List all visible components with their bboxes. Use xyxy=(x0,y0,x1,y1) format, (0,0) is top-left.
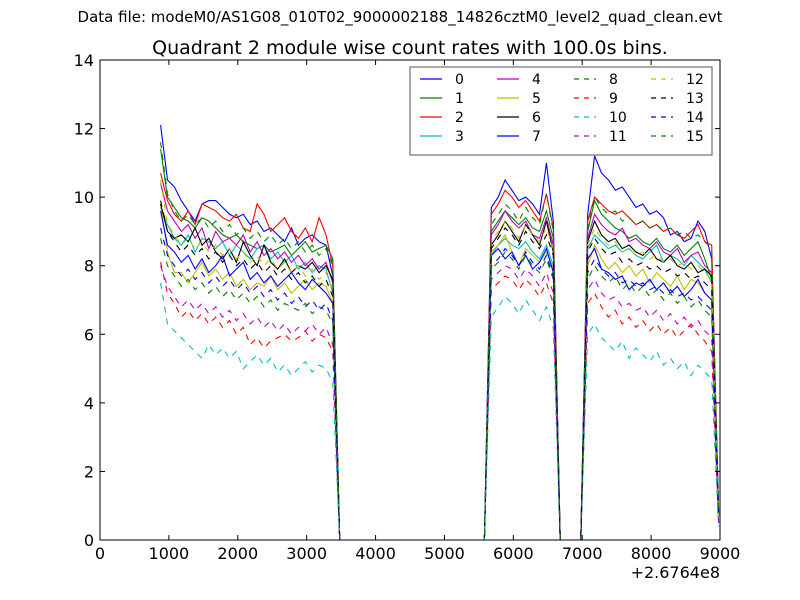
y-tick-label: 6 xyxy=(84,325,94,344)
x-offset-label: +2.6764e8 xyxy=(631,563,720,582)
legend-box xyxy=(409,66,713,156)
legend-label-2: 2 xyxy=(455,110,464,126)
y-tick-label: 4 xyxy=(84,394,94,413)
legend-label-5: 5 xyxy=(532,91,541,107)
figure-suptitle: Data file: modeM0/AS1G08_010T02_90000021… xyxy=(77,8,723,26)
x-tick-label: 7000 xyxy=(562,544,603,563)
y-tick-label: 12 xyxy=(74,120,94,139)
legend-label-3: 3 xyxy=(455,129,464,145)
plot-lines xyxy=(160,125,720,541)
legend-label-9: 9 xyxy=(609,91,618,107)
x-tick-label: 0 xyxy=(95,544,105,563)
series-line-13 xyxy=(160,200,720,541)
series-line-15 xyxy=(160,142,720,541)
axis-ticks: 0 1000 2000 3000 4000 5000 6000 7000 8000 9000 0 2 4… xyxy=(74,51,741,563)
x-tick-label: 2000 xyxy=(217,544,258,563)
x-tick-label: 8000 xyxy=(631,544,672,563)
axes-frame xyxy=(99,59,721,541)
legend-label-4: 4 xyxy=(532,72,541,88)
x-tick-label: 3000 xyxy=(286,544,327,563)
legend-label-8: 8 xyxy=(609,72,618,88)
series-line-11 xyxy=(160,265,720,541)
series-line-9 xyxy=(160,262,720,541)
legend-label-10: 10 xyxy=(609,110,627,126)
legend-label-6: 6 xyxy=(532,110,541,126)
series-line-8 xyxy=(160,238,720,541)
series-line-12 xyxy=(160,179,720,541)
legend-label-11: 11 xyxy=(609,129,627,145)
legend-label-0: 0 xyxy=(455,72,464,88)
series-line-1 xyxy=(160,149,720,541)
series-line-7 xyxy=(160,210,720,541)
y-tick-label: 8 xyxy=(84,257,94,276)
series-line-10 xyxy=(160,282,720,541)
x-tick-label: 9000 xyxy=(700,544,741,563)
series-line-2 xyxy=(160,172,720,541)
series-line-0 xyxy=(160,125,720,541)
legend-label-13: 13 xyxy=(686,91,704,107)
y-tick-label: 14 xyxy=(74,51,94,70)
x-tick-label: 1000 xyxy=(149,544,190,563)
legend-label-14: 14 xyxy=(686,110,704,126)
x-tick-label: 5000 xyxy=(424,544,465,563)
y-tick-label: 0 xyxy=(84,531,94,550)
series-line-4 xyxy=(160,183,720,541)
series-line-3 xyxy=(160,207,720,541)
legend-label-12: 12 xyxy=(686,72,704,88)
chart-title: Quadrant 2 module wise count rates with … xyxy=(152,37,668,59)
legend-label-1: 1 xyxy=(455,91,464,107)
legend-label-15: 15 xyxy=(686,129,704,145)
legend-label-7: 7 xyxy=(532,129,541,145)
y-tick-label: 10 xyxy=(74,188,94,207)
x-tick-label: 4000 xyxy=(355,544,396,563)
x-tick-label: 6000 xyxy=(493,544,534,563)
y-tick-label: 2 xyxy=(84,462,94,481)
